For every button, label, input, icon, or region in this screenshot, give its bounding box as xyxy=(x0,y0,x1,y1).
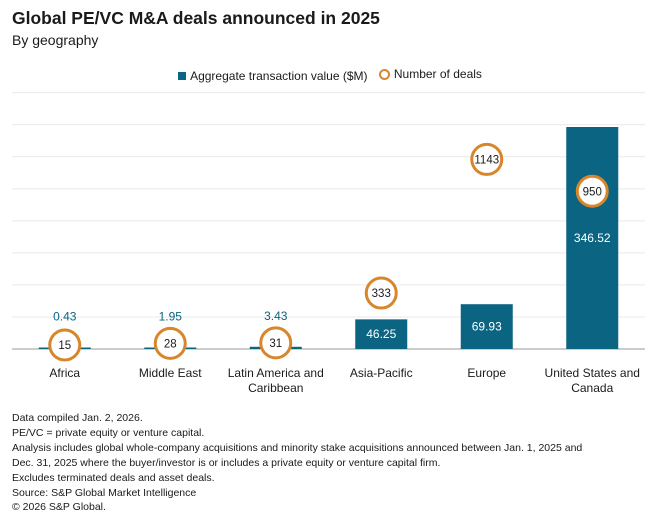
deal-marker-5 xyxy=(470,142,504,176)
deal-marker-4 xyxy=(364,276,398,310)
bar-5 xyxy=(460,304,513,349)
footnotes: Data compiled Jan. 2, 2026. PE/VC = priv… xyxy=(12,411,648,515)
deal-count-label-1: 15 xyxy=(58,340,71,352)
footnote-1: Data compiled Jan. 2, 2026. xyxy=(12,412,143,424)
legend-label-deals: Number of deals xyxy=(393,67,482,81)
category-label-line: Caribbean xyxy=(248,381,303,395)
bar-6 xyxy=(566,127,619,349)
deal-marker-3 xyxy=(259,326,293,360)
footnote-2: PE/VC = private equity or venture capita… xyxy=(12,426,205,439)
legend-marker-deals xyxy=(378,68,390,80)
bar-value-label-5: 69.93 xyxy=(472,320,502,334)
deal-marker-2 xyxy=(153,326,187,360)
bar-4 xyxy=(355,319,408,349)
footnote-6: Source: S&P Global Market Intelligence xyxy=(12,486,197,499)
bar-value-label-6: 346.52 xyxy=(574,231,611,245)
category-label-line: Latin America and xyxy=(228,366,324,380)
bar-value-label-3: 3.43 xyxy=(264,309,288,323)
category-label-5: Europe xyxy=(467,366,506,380)
category-label-line: Africa xyxy=(49,366,80,380)
bar-value-label-2: 1.95 xyxy=(159,310,183,324)
category-label-2: Middle East xyxy=(139,366,202,380)
legend-swatch-value xyxy=(178,71,187,80)
deal-count-label-3: 31 xyxy=(269,338,282,350)
footnote-5: Excludes terminated deals and asset deal… xyxy=(12,471,215,484)
bar-value-label-1: 0.43 xyxy=(53,310,77,324)
category-label-6: United States and Canada xyxy=(545,366,640,395)
legend-item-value: Aggregate transaction value ($M) xyxy=(178,68,368,83)
deal-count-label-5: 1143 xyxy=(474,154,499,166)
category-label-line: Europe xyxy=(467,366,506,380)
category-label-line: Middle East xyxy=(139,366,202,380)
deal-count-label-2: 28 xyxy=(164,338,177,350)
footnote-7: © 2026 S&P Global. xyxy=(12,501,106,514)
legend-item-deals: Number of deals xyxy=(378,67,482,81)
chart-title: Global PE/VC M&A deals announced in 2025 xyxy=(12,8,380,28)
category-label-3: Latin America and Caribbean xyxy=(228,366,324,395)
legend: Aggregate transaction value ($M) Number … xyxy=(0,67,660,83)
category-label-line: Canada xyxy=(571,381,613,395)
deal-count-label-4: 333 xyxy=(372,288,391,300)
footnote-4: Dec. 31, 2025 where the buyer/investor i… xyxy=(12,456,441,469)
chart-plot: 0.43 15 Africa 1.95 28 Middle East 3.43 31 Latin… xyxy=(12,92,645,395)
deal-count-label-6: 950 xyxy=(583,186,602,198)
bar-value-label-4: 46.25 xyxy=(366,327,396,341)
deal-marker-1 xyxy=(48,328,82,362)
deal-marker-6 xyxy=(575,174,609,208)
category-label-line: United States and xyxy=(545,366,640,380)
category-label-line: Asia-Pacific xyxy=(350,366,413,380)
legend-label-value: Aggregate transaction value ($M) xyxy=(190,68,368,83)
footnote-3: Analysis includes global whole-company a… xyxy=(12,441,583,454)
chart-subtitle: By geography xyxy=(12,32,99,48)
category-label-1: Africa xyxy=(49,366,80,380)
category-label-4: Asia-Pacific xyxy=(350,366,413,380)
